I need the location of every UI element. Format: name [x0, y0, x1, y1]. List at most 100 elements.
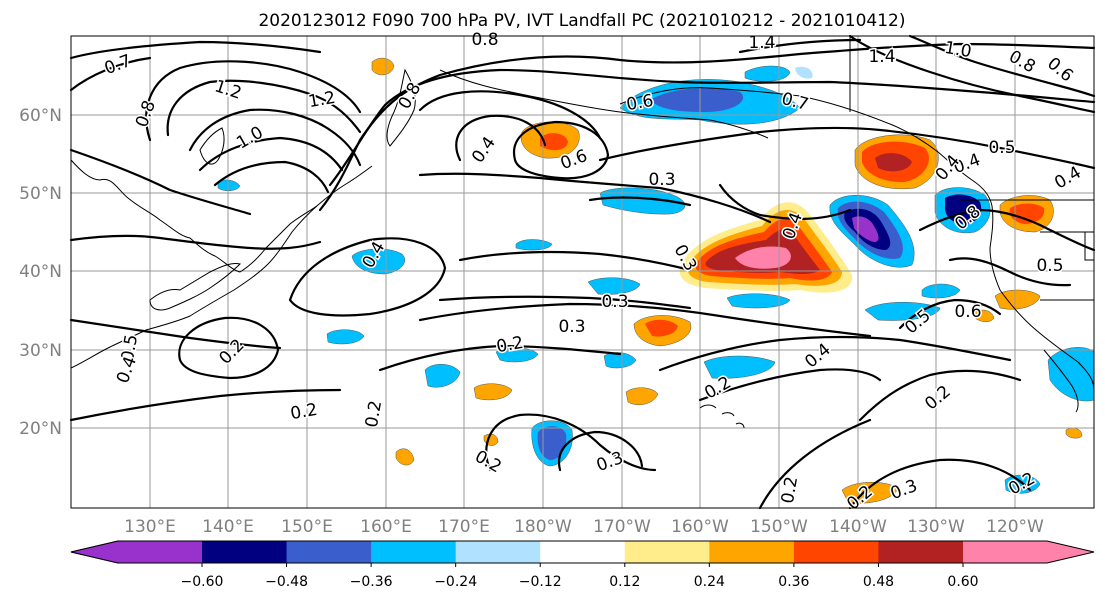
boundary-states — [1040, 231, 1094, 301]
blue-patch-50n-170w — [599, 187, 686, 215]
contour-label: 1.4 — [748, 33, 775, 53]
pv-contour — [378, 344, 622, 372]
negative-anomaly-northeast-pacific-purple — [852, 216, 879, 242]
colorbar-segment — [793, 541, 879, 563]
longitude-tick-label: 140°W — [829, 517, 887, 537]
colorbar-tick-label: −0.36 — [350, 574, 393, 590]
contour-label: 0.8 — [471, 30, 498, 50]
blue-anomaly-north-edge — [795, 66, 813, 79]
colorbar-tick-label: −0.12 — [519, 574, 562, 590]
longitude-tick-label: 180°W — [514, 517, 572, 537]
pv-contour — [145, 60, 362, 142]
colorbar-segment — [540, 541, 626, 563]
latitude-tick-label: 50°N — [19, 184, 62, 204]
orange-patch-32n-165w-core — [645, 319, 678, 337]
orange-patch-34n-125w — [974, 309, 995, 322]
shaded-field-layer — [217, 57, 1095, 504]
contour-label: 1.0 — [943, 38, 973, 62]
pv-contour — [178, 316, 280, 380]
longitude-tick-label: 160°W — [671, 517, 729, 537]
latitude-tick-label: 20°N — [19, 419, 62, 439]
pv-contour — [328, 68, 1096, 187]
contour-label: 0.3 — [558, 317, 585, 337]
longitude-tick-label: 140°E — [202, 517, 254, 537]
pv-contour — [588, 196, 692, 207]
pv-contour — [418, 172, 772, 224]
blue-patch-30n-175w — [495, 347, 539, 363]
blue-patch-35n-140w — [864, 301, 941, 321]
colorbar-segment — [286, 541, 372, 563]
pv-contour — [69, 56, 152, 92]
coastline-japan — [149, 263, 241, 311]
pv-contour — [848, 34, 1096, 114]
blue-patch-33n-160e — [326, 329, 365, 345]
pv-contour — [848, 458, 1032, 510]
colorbar-tick-label: −0.24 — [434, 574, 477, 590]
longitude-labels: 130°E 140°E 150°E 160°E 170°E 180°W 170°W 160°W… — [124, 517, 1044, 537]
blue-patch-37n-150w — [726, 293, 791, 309]
colorbar-tick-label: 0.60 — [947, 574, 978, 590]
longitude-tick-label: 170°E — [438, 517, 490, 537]
coastline-hawaii — [699, 404, 745, 429]
pv-contour-layer — [69, 34, 1096, 510]
colorbar-tick-label: −0.48 — [265, 574, 308, 590]
latitude-tick-label: 30°N — [19, 341, 62, 361]
blue-patch-42n-160e — [351, 248, 406, 275]
coastline-baja-california — [1043, 349, 1079, 413]
colorbar-tick-label: −0.60 — [181, 574, 224, 590]
contour-label: 0.5 — [1036, 256, 1063, 276]
coastline-east-asia — [70, 159, 319, 369]
pv-contour — [69, 388, 342, 422]
colorbar-segment — [709, 541, 795, 563]
pv-contour — [418, 302, 872, 338]
pv-contour — [738, 38, 862, 54]
red-anomaly-gulf-of-alaska-core — [875, 153, 912, 172]
contour-label: 0.3 — [601, 292, 628, 312]
pv-contour — [898, 298, 1002, 330]
blue-patch-26n-150w — [703, 355, 776, 379]
map-background — [71, 36, 1094, 508]
pv-contour — [458, 250, 692, 272]
pv-contour — [69, 148, 252, 216]
longitude-tick-label: 130°E — [124, 517, 176, 537]
blue-patch-20n-175w-core — [537, 426, 567, 460]
longitude-tick-label: 170°W — [593, 517, 651, 537]
red-anomaly-north-pacific-core — [540, 133, 568, 151]
orange-patch-24n-180 — [473, 383, 513, 401]
colorbar-segment — [202, 541, 288, 563]
coastline-kamchatka — [386, 68, 416, 147]
blue-anomaly-north-core — [650, 87, 744, 112]
pv-contour — [658, 335, 1012, 372]
positive-anomaly-california-coast-core — [1009, 203, 1045, 224]
colorbar-segment — [71, 541, 118, 563]
blue-patch-60n-120e — [217, 179, 241, 191]
pv-contour — [512, 120, 610, 180]
colorbar-segment — [878, 541, 964, 563]
pv-contour — [198, 136, 344, 172]
figure-title: 2020123012 F090 700 hPa PV, IVT Landfall… — [258, 11, 905, 31]
blue-patch-38n-170w — [587, 277, 641, 295]
pv-contour — [858, 369, 1022, 422]
colorbar-tick-label: 0.36 — [778, 574, 809, 590]
pv-contour — [758, 418, 872, 510]
colorbar-tick-label: 0.24 — [694, 574, 725, 590]
latitude-tick-label: 60°N — [19, 106, 62, 126]
pv-contour — [718, 183, 852, 220]
blue-patch-25n-175e — [424, 364, 461, 388]
colorbar-outline — [70, 540, 1095, 564]
positive-anomaly-central-pacific-pink — [735, 246, 791, 269]
contour-label: 1.2 — [307, 88, 337, 112]
contour-label: 0.5 — [118, 333, 142, 363]
boundary-usa-canada — [849, 36, 1094, 201]
longitude-tick-label: 160°E — [360, 517, 412, 537]
pv-contour — [918, 208, 1096, 252]
pv-contour — [698, 368, 882, 402]
contour-label: 0.6 — [954, 302, 981, 322]
orange-anomaly-sea-of-okhotsk — [371, 57, 395, 76]
contour-label: 0.2 — [289, 400, 319, 424]
pv-contour — [188, 108, 362, 167]
blue-patch-38n-130w — [921, 283, 961, 299]
colorbar-segment — [118, 541, 202, 563]
latitude-labels: 60°N 50°N 40°N 30°N 20°N — [19, 106, 62, 439]
pv-contour — [69, 234, 322, 250]
